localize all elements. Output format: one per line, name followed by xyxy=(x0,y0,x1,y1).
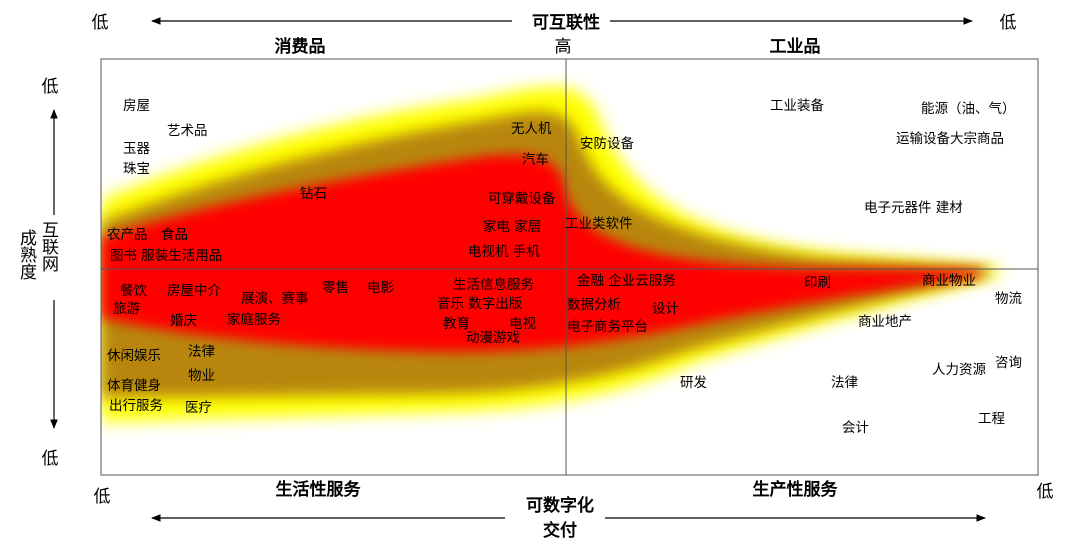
item-wuye: 物业 xyxy=(188,368,215,384)
item-zhanyan: 展演、赛事 xyxy=(241,291,309,307)
item-wurenji: 无人机 xyxy=(511,121,552,137)
item-zixun: 咨询 xyxy=(995,355,1022,371)
item-gongyezhuangbei: 工业装备 xyxy=(770,97,824,114)
item-tiyu: 体育健身 xyxy=(107,378,161,394)
quadrant-life-services: 生活性服务 xyxy=(276,479,362,500)
left-top-low-label: 低 xyxy=(42,77,59,97)
item-dianzishangwu: 电子商务平台 xyxy=(567,319,648,335)
center-high-label: 高 xyxy=(555,37,572,57)
item-yuqi: 玉器 xyxy=(123,141,150,157)
quadrant-titles: 消费品 工业品 生活性服务 生产性服务 xyxy=(275,36,839,500)
item-kechuandai: 可穿戴设备 xyxy=(488,190,556,207)
item-jiadian-jiaju: 家电 家居 xyxy=(483,218,541,235)
item-chuxing: 出行服务 xyxy=(109,398,163,414)
left-axis-title-line2: 成熟度 xyxy=(16,229,37,280)
axis-arrows xyxy=(50,17,986,522)
quadrant-production-services: 生产性服务 xyxy=(753,479,839,500)
item-dianzi-jiancai: 电子元器件 建材 xyxy=(864,200,963,216)
production-services-items: 金融 企业云服务 数据分析 设计 电子商务平台 研发 印刷 商业物业 物流 商业… xyxy=(567,272,1023,436)
item-dianshi: 电视 xyxy=(509,316,537,332)
item-wuliu: 物流 xyxy=(995,291,1023,307)
quadrant-industrial-goods: 工业品 xyxy=(770,37,821,57)
item-dianshiji-shouji: 电视机 手机 xyxy=(468,244,540,260)
item-lingshou: 零售 xyxy=(322,280,349,296)
item-tushu-fuzhuang: 图书 服装生活用品 xyxy=(110,248,222,264)
item-shujufenxi: 数据分析 xyxy=(567,297,621,313)
item-gongcheng: 工程 xyxy=(978,411,1005,427)
item-falv-right: 法律 xyxy=(831,375,858,391)
item-hunqing: 婚庆 xyxy=(170,313,197,329)
item-shangyewuye: 商业物业 xyxy=(922,273,976,289)
item-nengyuan: 能源（油、气） xyxy=(921,101,1016,117)
item-yishupin: 艺术品 xyxy=(167,123,208,139)
industrial-goods-items: 安防设备 工业类软件 工业装备 能源（油、气） 运输设备大宗商品 电子元器件 建… xyxy=(565,97,1016,232)
item-shipin: 食品 xyxy=(161,226,188,243)
item-dongman: 动漫游戏 xyxy=(466,330,520,346)
item-jinrong-yun: 金融 企业云服务 xyxy=(577,272,676,289)
item-kuaiji: 会计 xyxy=(842,420,869,436)
item-canyin: 餐饮 xyxy=(120,283,147,299)
item-nongchanpin: 农产品 xyxy=(107,227,148,243)
item-dianying: 电影 xyxy=(367,280,394,296)
item-gongyeruanjian: 工业类软件 xyxy=(565,216,633,232)
item-yinyue-shuzi: 音乐 数字出版 xyxy=(437,295,522,312)
bottom-left-low-label: 低 xyxy=(94,487,111,507)
maturity-bands xyxy=(101,86,1000,423)
axis-labels: 可互联性 低 低 高 互联网 成熟度 低 低 低 低 可数字化 交付 xyxy=(16,12,1054,541)
bottom-axis-title-line2: 交付 xyxy=(543,520,577,541)
item-yinshua: 印刷 xyxy=(804,275,831,291)
diagram-frame xyxy=(100,58,1039,476)
item-jiatingfuwu: 家庭服务 xyxy=(227,311,281,328)
bottom-axis-title-line1: 可数字化 xyxy=(526,495,594,516)
life-services-items: 餐饮 房屋中介 旅游 展演、赛事 零售 电影 婚庆 家庭服务 生活信息服务 音乐… xyxy=(107,276,537,416)
item-fangwu: 房屋 xyxy=(123,98,150,114)
item-zhubao: 珠宝 xyxy=(123,161,150,177)
item-renliziyuan: 人力资源 xyxy=(932,362,986,378)
item-xiuxian: 休闲娱乐 xyxy=(107,348,161,364)
item-zuanshi: 钻石 xyxy=(300,186,327,202)
quadrant-consumer-goods: 消费品 xyxy=(275,36,326,57)
item-yiliao: 医疗 xyxy=(185,400,212,416)
item-sheji: 设计 xyxy=(652,301,679,317)
item-anfang: 安防设备 xyxy=(580,135,634,152)
item-yanfa: 研发 xyxy=(680,375,708,391)
item-shangyedichan: 商业地产 xyxy=(858,314,912,330)
item-shenghuoxinxi: 生活信息服务 xyxy=(453,276,534,293)
left-axis-title-line1: 互联网 xyxy=(38,221,59,273)
item-jiaoyu: 教育 xyxy=(443,316,470,332)
top-left-low-label: 低 xyxy=(92,13,109,33)
item-qiche: 汽车 xyxy=(522,151,549,168)
item-fangwuzhongjie: 房屋中介 xyxy=(167,283,221,299)
left-bottom-low-label: 低 xyxy=(42,449,59,469)
consumer-goods-items: 房屋 艺术品 玉器 珠宝 钻石 农产品 食品 图书 服装生活用品 无人机 汽车 … xyxy=(107,98,556,264)
item-lvyou: 旅游 xyxy=(113,301,140,317)
band-core-red xyxy=(101,154,980,352)
bottom-right-low-label: 低 xyxy=(1037,482,1054,502)
item-falv-left: 法律 xyxy=(188,344,215,360)
item-yunshu-dazong: 运输设备大宗商品 xyxy=(896,130,1004,147)
top-axis-title: 可互联性 xyxy=(532,12,600,33)
top-right-low-label: 低 xyxy=(1000,13,1017,33)
